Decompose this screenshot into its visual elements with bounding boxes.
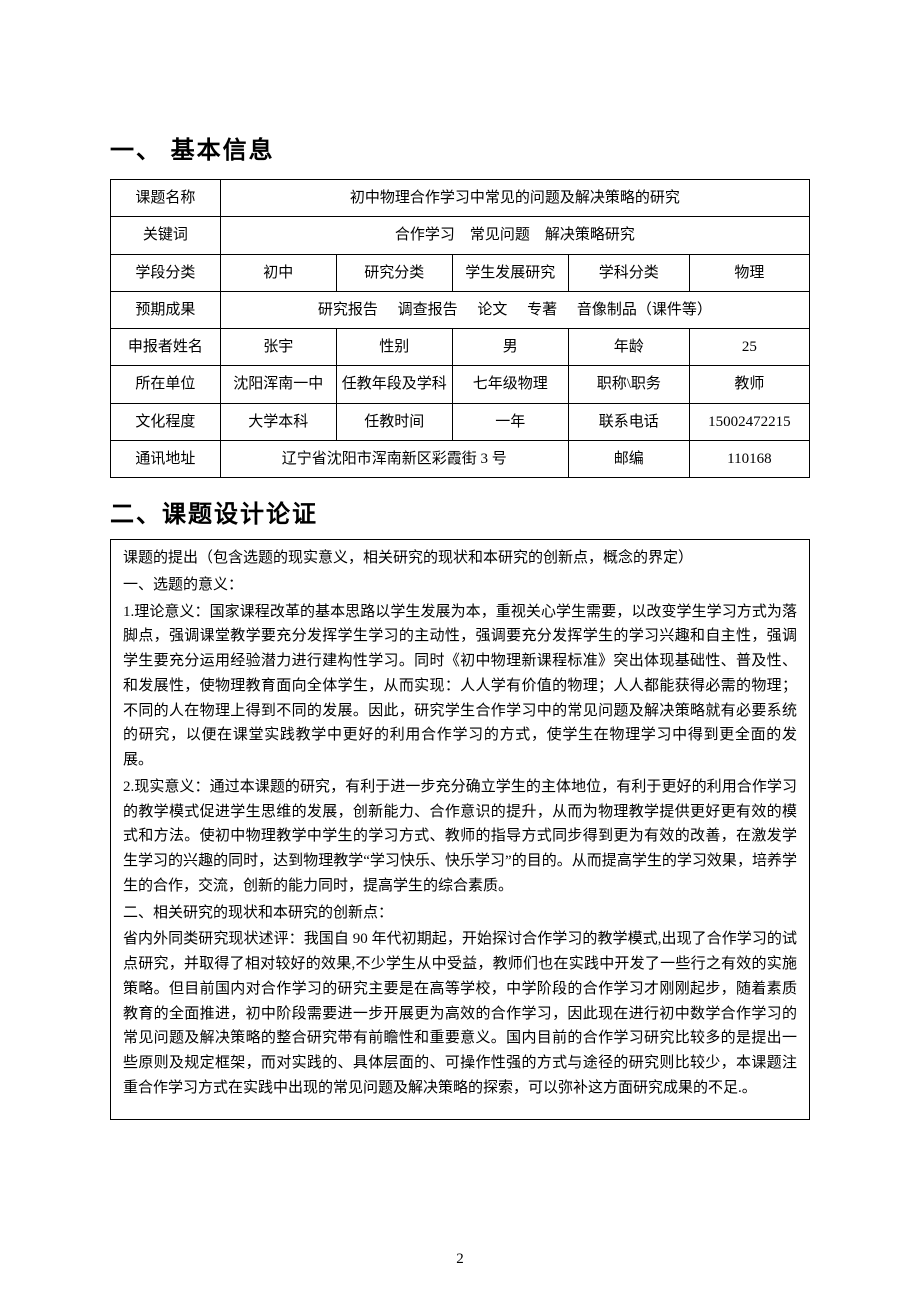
table-row: 通讯地址 辽宁省沈阳市浑南新区彩霞街 3 号 邮编 110168	[111, 440, 810, 477]
table-row: 学段分类 初中 研究分类 学生发展研究 学科分类 物理	[111, 254, 810, 291]
design-discussion-box: 课题的提出（包含选题的现实意义，相关研究的现状和本研究的创新点，概念的界定） 一…	[110, 539, 810, 1120]
page-number: 2	[0, 1251, 920, 1268]
label-age: 年龄	[568, 329, 689, 366]
label-applicant: 申报者姓名	[111, 329, 221, 366]
table-row: 文化程度 大学本科 任教时间 一年 联系电话 15002472215	[111, 403, 810, 440]
value-teach-grade: 七年级物理	[452, 366, 568, 403]
table-row: 申报者姓名 张宇 性别 男 年龄 25	[111, 329, 810, 366]
design-prompt: 课题的提出（包含选题的现实意义，相关研究的现状和本研究的创新点，概念的界定）	[123, 546, 797, 571]
section-heading-design: 二、课题设计论证	[110, 494, 810, 529]
label-topic-name: 课题名称	[111, 180, 221, 217]
design-paragraph: 省内外同类研究现状述评：我国自 90 年代初期起，开始探讨合作学习的教学模式,出…	[123, 927, 797, 1100]
expected-item: 调查报告	[398, 302, 458, 318]
value-stage: 初中	[220, 254, 336, 291]
basic-info-table: 课题名称 初中物理合作学习中常见的问题及解决策略的研究 关键词 合作学习 常见问…	[110, 179, 810, 478]
label-address: 通讯地址	[111, 440, 221, 477]
value-applicant: 张宇	[220, 329, 336, 366]
value-age: 25	[689, 329, 809, 366]
value-teach-time: 一年	[452, 403, 568, 440]
design-heading-1: 一、选题的意义：	[123, 573, 797, 598]
label-expected: 预期成果	[111, 291, 221, 328]
design-heading-2: 二、相关研究的现状和本研究的创新点：	[123, 901, 797, 926]
label-org: 所在单位	[111, 366, 221, 403]
document-page: 一、 基本信息 课题名称 初中物理合作学习中常见的问题及解决策略的研究 关键词 …	[0, 0, 920, 1302]
value-gender: 男	[452, 329, 568, 366]
value-subject: 物理	[689, 254, 809, 291]
expected-item: 音像制品（课件等）	[577, 302, 712, 318]
section-heading-basic-info: 一、 基本信息	[110, 130, 810, 165]
value-address: 辽宁省沈阳市浑南新区彩霞街 3 号	[220, 440, 568, 477]
label-research-type: 研究分类	[336, 254, 452, 291]
design-paragraph: 1.理论意义：国家课程改革的基本思路以学生发展为本，重视关心学生需要，以改变学生…	[123, 600, 797, 773]
expected-item: 研究报告	[318, 302, 378, 318]
expected-item: 论文	[477, 302, 507, 318]
label-teach-grade: 任教年段及学科	[336, 366, 452, 403]
value-phone: 15002472215	[689, 403, 809, 440]
value-org: 沈阳浑南一中	[220, 366, 336, 403]
value-research-type: 学生发展研究	[452, 254, 568, 291]
value-expected: 研究报告 调查报告 论文 专著 音像制品（课件等）	[220, 291, 809, 328]
label-teach-time: 任教时间	[336, 403, 452, 440]
label-stage: 学段分类	[111, 254, 221, 291]
label-keywords: 关键词	[111, 217, 221, 254]
table-row: 所在单位 沈阳浑南一中 任教年段及学科 七年级物理 职称\职务 教师	[111, 366, 810, 403]
value-edu: 大学本科	[220, 403, 336, 440]
label-title-pos: 职称\职务	[568, 366, 689, 403]
label-subject: 学科分类	[568, 254, 689, 291]
design-paragraph: 2.现实意义：通过本课题的研究，有利于进一步充分确立学生的主体地位，有利于更好的…	[123, 775, 797, 899]
table-row: 预期成果 研究报告 调查报告 论文 专著 音像制品（课件等）	[111, 291, 810, 328]
label-gender: 性别	[336, 329, 452, 366]
value-postcode: 110168	[689, 440, 809, 477]
table-row: 关键词 合作学习 常见问题 解决策略研究	[111, 217, 810, 254]
table-row: 课题名称 初中物理合作学习中常见的问题及解决策略的研究	[111, 180, 810, 217]
label-postcode: 邮编	[568, 440, 689, 477]
value-keywords: 合作学习 常见问题 解决策略研究	[220, 217, 809, 254]
label-phone: 联系电话	[568, 403, 689, 440]
expected-item: 专著	[527, 302, 557, 318]
value-title-pos: 教师	[689, 366, 809, 403]
label-edu: 文化程度	[111, 403, 221, 440]
value-topic-name: 初中物理合作学习中常见的问题及解决策略的研究	[220, 180, 809, 217]
